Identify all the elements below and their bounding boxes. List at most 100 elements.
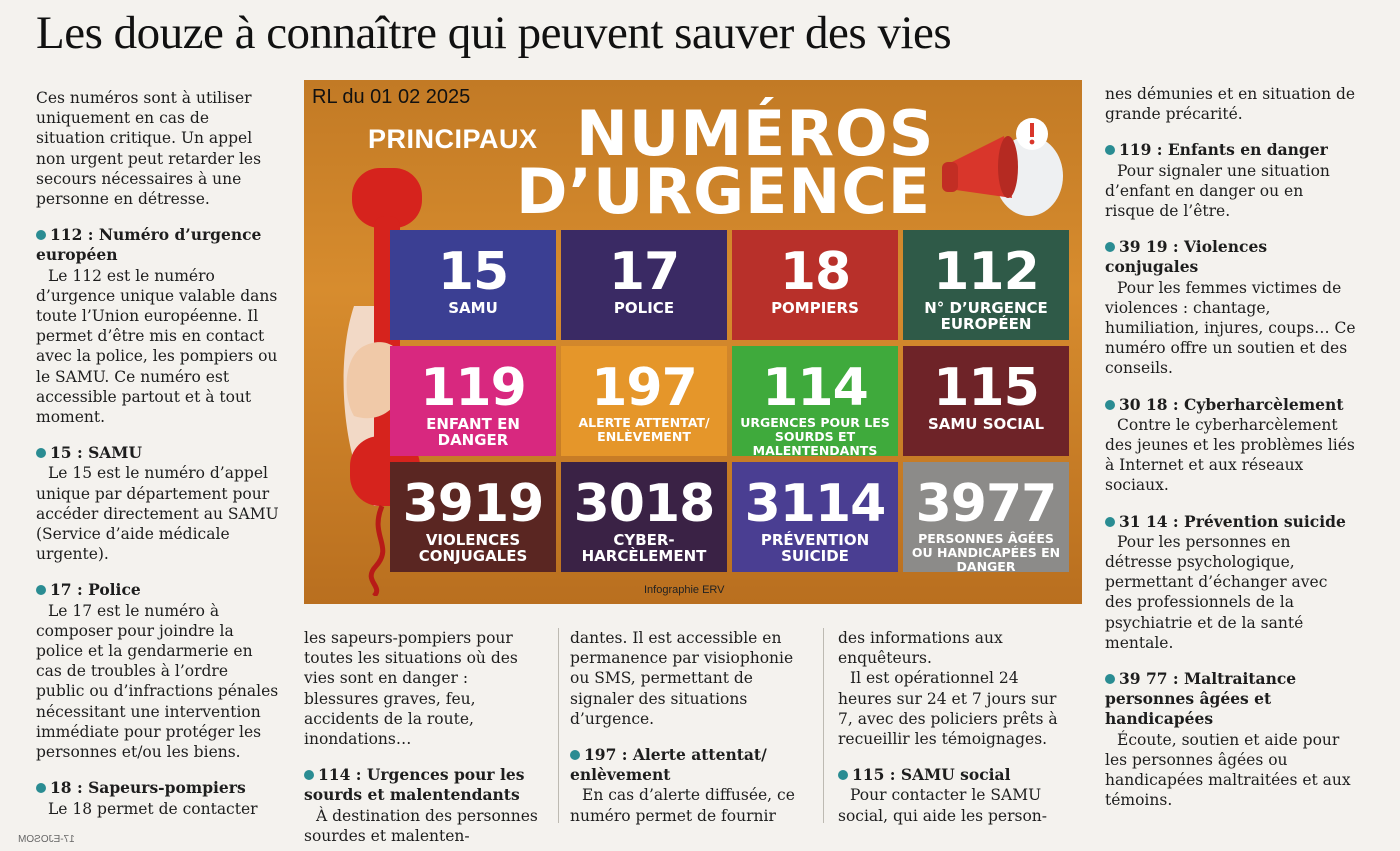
column-divider bbox=[558, 628, 559, 823]
section-body: À destination des personnes sourdes et m… bbox=[304, 806, 538, 845]
section-heading: 17 : Police bbox=[36, 580, 280, 600]
number-tile-15: 15 SAMU bbox=[390, 230, 556, 340]
continued-text-2: Il est opérationnel 24 heures sur 24 et … bbox=[838, 669, 1058, 749]
section-body: Écoute, soutien et aide pour les personn… bbox=[1105, 730, 1351, 810]
number-tile-112: 112 N° D’URGENCE EUROPÉEN bbox=[903, 230, 1069, 340]
section-heading: 112 : Numéro d’urgence européen bbox=[36, 225, 262, 265]
section-body: Le 18 permet de contacter bbox=[48, 799, 258, 818]
column-2: les sapeurs-pompiers pour toutes les sit… bbox=[304, 628, 544, 846]
page-footer: 17-EJOSOM bbox=[18, 834, 75, 845]
bullet-icon bbox=[570, 750, 580, 761]
section-body: Le 112 est le numéro d’urgence unique va… bbox=[36, 266, 278, 427]
section-body: Le 15 est le numéro d’appel unique par d… bbox=[36, 464, 279, 564]
tile-number: 119 bbox=[420, 358, 527, 418]
column-1: Ces numéros sont à utiliser uniquement e… bbox=[36, 88, 280, 819]
section-15: 15 : SAMU Le 15 est le numéro d’appel un… bbox=[36, 443, 280, 564]
bullet-icon bbox=[304, 770, 314, 781]
tile-label: POLICE bbox=[613, 299, 675, 317]
headline: Les douze à connaître qui peuvent sauver… bbox=[36, 7, 952, 59]
continued-text: les sapeurs-pompiers pour toutes les sit… bbox=[304, 629, 518, 749]
infographic: RL du 01 02 2025 PRINCIPAUX NUMÉROS D’UR… bbox=[304, 80, 1082, 604]
section-3114: 31 14 : Prévention suicide Pour les pers… bbox=[1105, 512, 1357, 653]
section-3977: 39 77 : Maltraitance personnes âgées et … bbox=[1105, 669, 1357, 810]
tile-number: 3018 bbox=[573, 474, 716, 534]
column-divider bbox=[823, 628, 824, 823]
tile-label: PERSONNES ÂGÉES OU HANDICAPÉES EN DANGER bbox=[911, 531, 1061, 574]
number-tile-115: 115 SAMU SOCIAL bbox=[903, 346, 1069, 456]
number-tile-3018: 3018 CYBER-HARCÈLEMENT bbox=[561, 462, 727, 572]
tile-label: CYBER-HARCÈLEMENT bbox=[581, 531, 707, 565]
section-3018: 30 18 : Cyberharcèlement Contre le cyber… bbox=[1105, 395, 1357, 496]
section-body: Contre le cyberharcèlement des jeunes et… bbox=[1105, 415, 1355, 495]
infographic-kicker: PRINCIPAUX bbox=[368, 124, 538, 154]
tile-number: 115 bbox=[933, 358, 1040, 418]
continued-text: dantes. Il est accessible en permanence … bbox=[570, 629, 794, 728]
column-3: dantes. Il est accessible en permanence … bbox=[570, 628, 806, 826]
bullet-icon bbox=[1105, 674, 1115, 685]
tile-number: 114 bbox=[762, 358, 869, 418]
section-heading: 39 19 : Violences conjugales bbox=[1105, 237, 1268, 277]
section-body: Pour les personnes en détresse psycholog… bbox=[1105, 532, 1328, 652]
tile-label: SAMU SOCIAL bbox=[927, 415, 1045, 433]
section-112: 112 : Numéro d’urgence européen Le 112 e… bbox=[36, 225, 280, 427]
infographic-credit: Infographie ERV bbox=[644, 584, 725, 596]
section-body: Le 17 est le numéro à composer pour join… bbox=[36, 601, 279, 762]
tile-number: 18 bbox=[779, 242, 851, 302]
date-stamp: RL du 01 02 2025 bbox=[312, 86, 471, 108]
tile-number: 197 bbox=[591, 358, 698, 418]
tile-number: 15 bbox=[437, 242, 509, 302]
number-tile-197: 197 ALERTE ATTENTAT/ ENLÈVEMENT bbox=[561, 346, 727, 456]
bullet-icon bbox=[1105, 145, 1115, 156]
megaphone-icon bbox=[942, 118, 1063, 216]
tile-label: VIOLENCES CONJUGALES bbox=[418, 531, 528, 565]
section-197: 197 : Alerte attentat/ enlèvement En cas… bbox=[570, 745, 806, 826]
section-heading: 31 14 : Prévention suicide bbox=[1105, 512, 1357, 532]
tile-label: ALERTE ATTENTAT/ ENLÈVEMENT bbox=[578, 415, 710, 444]
section-115: 115 : SAMU social Pour contacter le SAMU… bbox=[838, 765, 1070, 826]
number-tile-114: 114 URGENCES POUR LES SOURDS ET MALENTEND… bbox=[732, 346, 898, 458]
section-114: 114 : Urgences pour les sourds et malent… bbox=[304, 765, 544, 846]
section-heading: 114 : Urgences pour les sourds et malent… bbox=[304, 765, 525, 805]
column-5: nes démunies et en situation de grande p… bbox=[1105, 84, 1357, 811]
section-body: Pour les femmes victimes de violences : … bbox=[1105, 278, 1356, 378]
intro-text: Ces numéros sont à utiliser uniquement e… bbox=[36, 89, 262, 209]
tile-number: 3977 bbox=[915, 474, 1058, 534]
number-tile-3114: 3114 PRÉVENTION SUICIDE bbox=[732, 462, 898, 572]
section-heading: 39 77 : Maltraitance personnes âgées et … bbox=[1105, 669, 1297, 729]
number-tile-119: 119 ENFANT EN DANGER bbox=[390, 346, 556, 456]
bullet-icon bbox=[1105, 399, 1115, 410]
tile-number: 17 bbox=[608, 242, 680, 302]
bullet-icon bbox=[838, 770, 848, 781]
section-119: 119 : Enfants en danger Pour signaler un… bbox=[1105, 140, 1357, 221]
tile-label: SAMU bbox=[448, 299, 498, 317]
infographic-title-line-1: NUMÉROS bbox=[576, 97, 935, 170]
section-heading: 15 : SAMU bbox=[36, 443, 280, 463]
section-heading: 119 : Enfants en danger bbox=[1105, 140, 1357, 160]
tile-label: URGENCES POUR LES SOURDS ET MALENTENDANT… bbox=[740, 415, 890, 458]
section-17: 17 : Police Le 17 est le numéro à compos… bbox=[36, 580, 280, 762]
bullet-icon bbox=[36, 585, 46, 596]
section-3919: 39 19 : Violences conjugales Pour les fe… bbox=[1105, 237, 1357, 378]
bullet-icon bbox=[1105, 242, 1115, 253]
infographic-title-line-2: D’URGENCE bbox=[516, 155, 932, 228]
continued-text: des informations aux enquêteurs. bbox=[838, 629, 1003, 668]
continued-text: nes démunies et en situation de grande p… bbox=[1105, 85, 1356, 124]
section-heading: 197 : Alerte attentat/ enlèvement bbox=[570, 745, 767, 785]
bullet-icon bbox=[36, 230, 46, 241]
tile-number: 3919 bbox=[402, 474, 545, 534]
tile-label: PRÉVENTION SUICIDE bbox=[760, 531, 870, 565]
tile-number: 112 bbox=[933, 242, 1040, 302]
bullet-icon bbox=[36, 448, 46, 459]
number-tile-17: 17 POLICE bbox=[561, 230, 727, 340]
tile-label: ENFANT EN DANGER bbox=[426, 415, 520, 449]
bullet-icon bbox=[36, 783, 46, 794]
section-heading: 115 : SAMU social bbox=[838, 765, 1070, 785]
number-tile-3919: 3919 VIOLENCES CONJUGALES bbox=[390, 462, 556, 572]
section-body: Pour signaler une situation d’enfant en … bbox=[1105, 161, 1330, 221]
number-tile-3977: 3977 PERSONNES ÂGÉES OU HANDICAPÉES EN DA… bbox=[903, 462, 1069, 574]
section-heading: 18 : Sapeurs-pompiers bbox=[36, 778, 280, 798]
section-18: 18 : Sapeurs-pompiers Le 18 permet de co… bbox=[36, 778, 280, 818]
number-tile-18: 18 POMPIERS bbox=[732, 230, 898, 340]
tile-label: N° D’URGENCE EUROPÉEN bbox=[924, 299, 1048, 333]
section-body: En cas d’alerte diffusée, ce numéro perm… bbox=[570, 786, 795, 825]
